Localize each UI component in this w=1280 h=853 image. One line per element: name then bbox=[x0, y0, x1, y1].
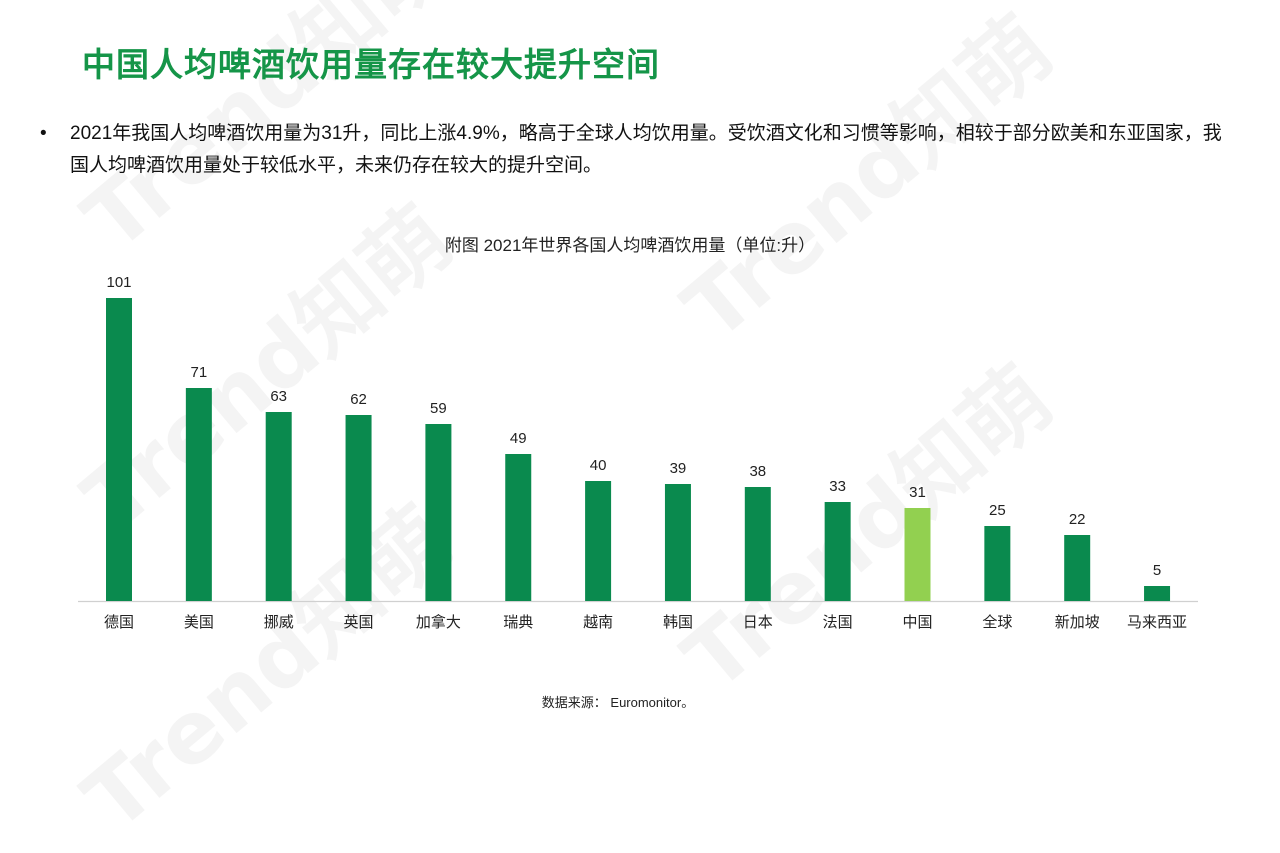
category-label-0: 德国 bbox=[104, 613, 134, 631]
data-source-note: 数据来源： Euromonitor。 bbox=[541, 695, 695, 710]
data-label-9: 33 bbox=[829, 478, 846, 495]
data-label-7: 39 bbox=[670, 460, 687, 477]
data-label-13: 5 bbox=[1153, 562, 1161, 579]
bar-4 bbox=[425, 424, 452, 601]
page-title: 中国人均啤酒饮用量存在较大提升空间 bbox=[82, 46, 660, 83]
data-label-11: 25 bbox=[989, 502, 1006, 519]
bar-7 bbox=[664, 484, 691, 601]
category-label-11: 全球 bbox=[982, 613, 1012, 631]
category-label-2: 挪威 bbox=[264, 613, 294, 631]
data-label-12: 22 bbox=[1069, 511, 1086, 528]
summary-text: 2021年我国人均啤酒饮用量为31升，同比上涨4.9%，略高于全球人均饮用量。受… bbox=[70, 123, 1222, 176]
category-label-6: 越南 bbox=[583, 613, 613, 631]
data-label-5: 49 bbox=[510, 430, 527, 447]
bar-0 bbox=[106, 298, 132, 601]
data-label-6: 40 bbox=[590, 457, 607, 474]
bar-1 bbox=[185, 388, 212, 601]
data-label-4: 59 bbox=[430, 400, 447, 417]
bar-6 bbox=[585, 481, 612, 601]
bar-12 bbox=[1064, 535, 1091, 601]
summary-bullet: • 2021年我国人均啤酒饮用量为31升，同比上涨4.9%，略高于全球人均饮用量… bbox=[40, 118, 1230, 182]
category-label-3: 英国 bbox=[344, 613, 374, 631]
bar-11 bbox=[984, 526, 1011, 601]
category-label-4: 加拿大 bbox=[416, 613, 461, 631]
category-label-12: 新加坡 bbox=[1055, 613, 1100, 631]
category-label-1: 美国 bbox=[184, 613, 214, 631]
category-label-5: 瑞典 bbox=[503, 613, 533, 631]
data-label-1: 71 bbox=[191, 364, 208, 381]
category-label-9: 法国 bbox=[823, 613, 853, 631]
bar-chart: 101 德国 71 美国 63 挪威 62 英国 59 加拿大 49 瑞典 40 越南 39 韩国 38 日本 33… bbox=[78, 274, 1198, 631]
data-label-0: 101 bbox=[106, 274, 131, 291]
bar-9 bbox=[824, 502, 851, 601]
data-label-10: 31 bbox=[909, 484, 926, 501]
bar-10 bbox=[904, 508, 931, 601]
category-label-7: 韩国 bbox=[663, 613, 693, 631]
bullet-dot: • bbox=[40, 123, 47, 144]
category-label-13: 马来西亚 bbox=[1127, 613, 1187, 631]
data-label-8: 38 bbox=[749, 463, 766, 480]
chart-title: 附图 2021年世界各国人均啤酒饮用量（单位:升） bbox=[444, 236, 816, 255]
bar-13 bbox=[1144, 586, 1171, 601]
bar-8 bbox=[744, 487, 771, 601]
category-label-8: 日本 bbox=[743, 613, 773, 631]
bar-5 bbox=[505, 454, 532, 601]
category-label-10: 中国 bbox=[902, 613, 932, 631]
bar-2 bbox=[265, 412, 292, 601]
bar-3 bbox=[345, 415, 372, 601]
data-label-3: 62 bbox=[350, 391, 367, 408]
data-label-2: 63 bbox=[270, 388, 287, 405]
